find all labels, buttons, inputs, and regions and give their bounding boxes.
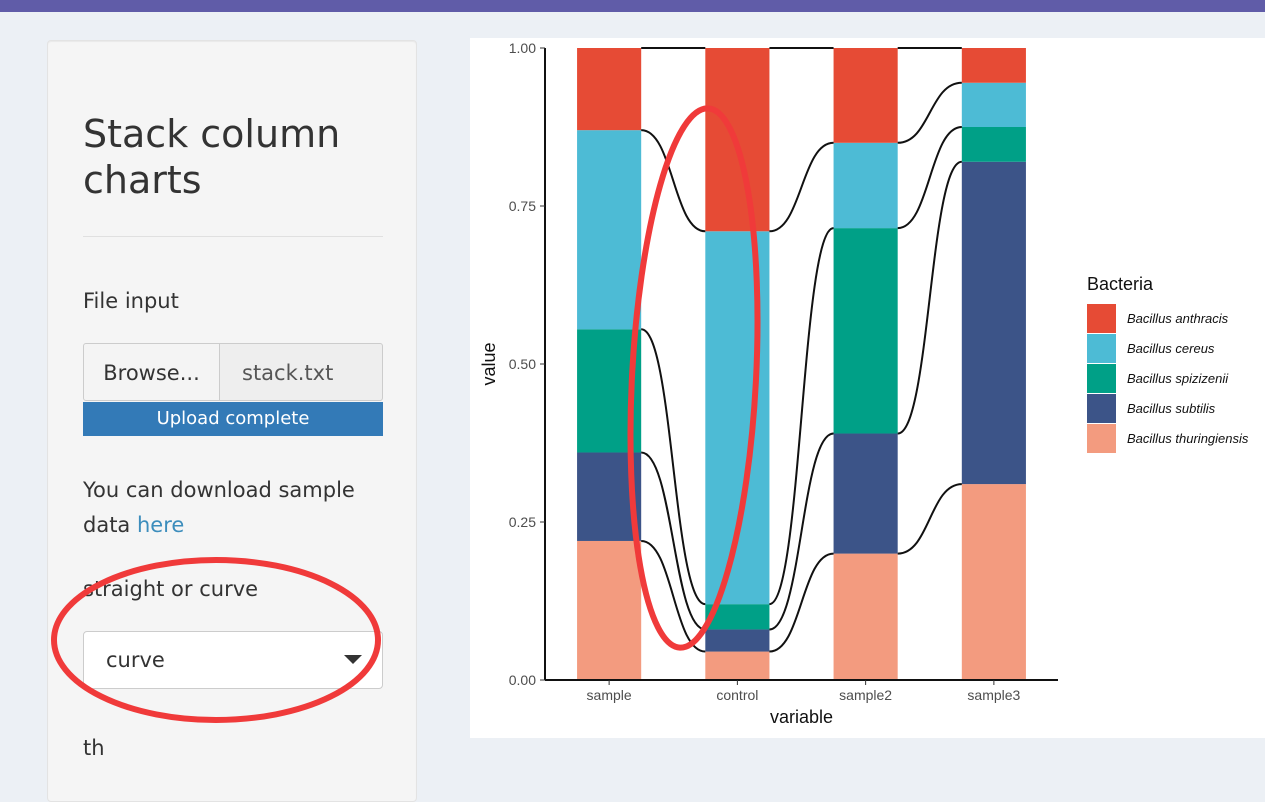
bar-sample2-bacillus-cereus	[833, 142, 898, 229]
legend-label: Bacillus anthracis	[1127, 311, 1229, 326]
bar-sample2-bacillus-subtilis	[833, 433, 898, 554]
bar-sample-bacillus-thuringiensis	[577, 540, 642, 680]
bar-sample-bacillus-subtilis	[577, 452, 642, 541]
browse-button[interactable]: Browse...	[83, 343, 220, 401]
legend-key	[1087, 334, 1116, 363]
legend-key	[1087, 364, 1116, 393]
upload-progress-bar: Upload complete	[83, 402, 383, 436]
bar-sample-bacillus-cereus	[577, 130, 642, 330]
legend-label: Bacillus thuringiensis	[1127, 431, 1249, 446]
bar-sample2-bacillus-anthracis	[833, 48, 898, 143]
x-tick-label: sample3	[967, 687, 1020, 703]
bar-sample3-bacillus-subtilis	[961, 161, 1026, 485]
connector-line	[897, 126, 962, 230]
chevron-down-icon	[344, 655, 362, 664]
connector-line	[769, 227, 834, 606]
connector-line	[769, 552, 834, 653]
download-text: You can download sample data	[83, 478, 355, 537]
bar-control-bacillus-anthracis	[705, 48, 770, 232]
bar-control-bacillus-cereus	[705, 231, 770, 605]
divider	[83, 236, 383, 237]
connector-line	[640, 328, 706, 606]
connector-line	[640, 451, 706, 631]
stacked-column-chart: 0.00 0.25 0.50 0.75 1.00 sample control sample2…	[479, 40, 1249, 727]
top-navbar	[0, 0, 1265, 12]
file-name-field[interactable]: stack.txt	[220, 343, 383, 401]
legend-key	[1087, 394, 1116, 423]
x-tick-label: sample	[587, 687, 632, 703]
legend-label: Bacillus spizizenii	[1127, 371, 1229, 386]
legend-title: Bacteria	[1087, 274, 1154, 294]
x-axis-title: variable	[770, 707, 833, 727]
legend-key	[1087, 304, 1116, 333]
y-tick-label: 0.50	[509, 356, 536, 372]
y-axis-title: value	[479, 342, 499, 385]
sidebar-panel: Stack column charts File input Browse...…	[47, 40, 417, 802]
y-tick-label: 1.00	[509, 40, 536, 56]
connector-line	[897, 81, 962, 144]
y-tick-label: 0.00	[509, 672, 536, 688]
connector-line	[897, 160, 963, 435]
app-title: Stack column charts	[83, 112, 341, 202]
bar-control-bacillus-spizizenii	[705, 604, 770, 630]
sample-data-link[interactable]: here	[137, 513, 185, 537]
bar-sample3-bacillus-thuringiensis	[961, 484, 1026, 680]
bar-sample3-bacillus-cereus	[961, 82, 1026, 127]
connector-line	[769, 141, 834, 233]
legend-label: Bacillus subtilis	[1127, 401, 1216, 416]
bar-sample-bacillus-spizizenii	[577, 329, 642, 453]
x-tick-label: sample2	[839, 687, 892, 703]
download-description: You can download sample data here	[83, 473, 383, 543]
connector-line	[769, 432, 834, 631]
legend-key	[1087, 424, 1116, 453]
next-input-label: th	[83, 736, 105, 760]
bar-sample-bacillus-anthracis	[577, 48, 642, 131]
select-label: straight or curve	[83, 577, 259, 601]
select-value: curve	[106, 648, 165, 672]
bar-sample3-bacillus-spizizenii	[961, 127, 1026, 162]
connector-line	[641, 129, 706, 233]
connector-line	[897, 483, 962, 555]
bar-control-bacillus-thuringiensis	[705, 651, 770, 680]
y-tick-label: 0.75	[509, 198, 536, 214]
bar-control-bacillus-subtilis	[705, 629, 770, 652]
file-input-label: File input	[83, 289, 179, 313]
bar-sample2-bacillus-spizizenii	[833, 228, 898, 434]
legend-label: Bacillus cereus	[1127, 341, 1215, 356]
plot-panel: 0.00 0.25 0.50 0.75 1.00 sample control sample2…	[470, 38, 1265, 738]
bar-sample3-bacillus-anthracis	[961, 48, 1026, 83]
x-tick-label: control	[716, 687, 758, 703]
y-tick-label: 0.25	[509, 514, 536, 530]
bar-sample2-bacillus-thuringiensis	[833, 553, 898, 680]
line-style-select[interactable]: curve	[83, 631, 383, 689]
